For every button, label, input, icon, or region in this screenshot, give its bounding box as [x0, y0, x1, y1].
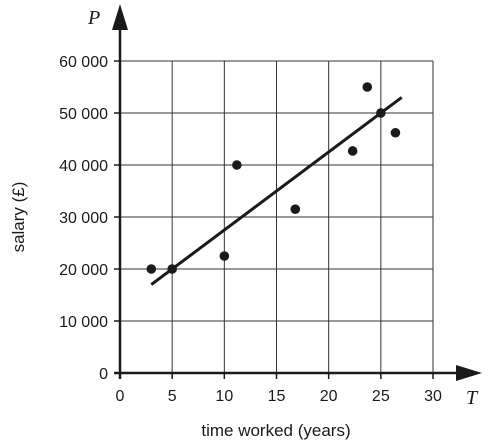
axes — [112, 4, 482, 381]
data-point — [390, 127, 401, 138]
data-point — [376, 108, 386, 118]
x-tick-label: 20 — [320, 388, 338, 405]
data-point — [146, 264, 157, 274]
y-tick-label: 60 000 — [59, 54, 108, 71]
y-tick-label: 10 000 — [59, 314, 108, 331]
grid — [120, 60, 434, 373]
x-tick-label: 5 — [168, 388, 177, 405]
x-tick-label: 0 — [116, 388, 125, 405]
x-axis-variable: T — [466, 387, 479, 409]
best-fit-line — [150, 96, 403, 286]
best-fit-line-group — [150, 96, 403, 286]
data-point — [362, 82, 373, 92]
y-tick-label: 30 000 — [59, 210, 108, 227]
y-tick-label: 0 — [99, 366, 108, 383]
data-point — [219, 251, 230, 261]
x-tick-label: 25 — [372, 388, 390, 405]
data-point — [232, 160, 242, 170]
x-tick-label: 15 — [268, 388, 286, 405]
y-tick-label: 40 000 — [59, 158, 108, 175]
data-point — [290, 204, 301, 214]
y-tick-label: 20 000 — [59, 262, 108, 279]
y-axis-variable: P — [87, 7, 100, 29]
x-tick-label: 10 — [215, 388, 233, 405]
y-tick-label: 50 000 — [59, 106, 108, 123]
tick-labels: 0 5 10 15 20 25 30 0 10 000 20 000 30 000 40 000 50 … — [59, 54, 442, 405]
x-axis-title: time worked (years) — [201, 421, 350, 440]
y-axis-arrow — [112, 4, 128, 30]
x-tick-label: 30 — [424, 388, 442, 405]
y-axis-title: salary (£) — [9, 182, 28, 253]
data-point — [347, 146, 358, 156]
data-point — [167, 264, 177, 274]
data-points — [146, 82, 401, 274]
x-axis-arrow — [456, 365, 482, 381]
